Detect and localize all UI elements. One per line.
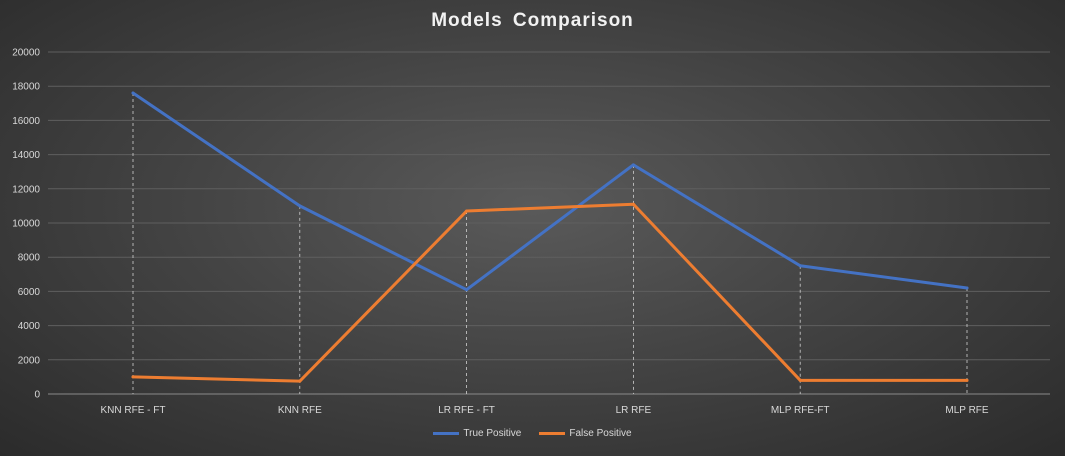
series-line-false-positive bbox=[131, 202, 969, 383]
y-tick-label: 20000 bbox=[12, 48, 40, 59]
x-tick-label: KNN RFE - FT bbox=[101, 405, 166, 416]
legend-label-true-positive: True Positive bbox=[463, 428, 522, 439]
x-axis-ticks: KNN RFE - FT KNN RFE LR RFE - FT LR RFE MLP … bbox=[101, 405, 989, 416]
series-lines bbox=[131, 91, 969, 383]
legend-item-true-positive: True Positive bbox=[433, 428, 521, 439]
y-tick-label: 8000 bbox=[18, 253, 41, 264]
y-tick-label: 14000 bbox=[12, 150, 40, 161]
y-axis-ticks: 0 2000 4000 6000 8000 10000 12000 14000 16000 180… bbox=[12, 48, 40, 401]
legend-swatch-false-positive bbox=[539, 432, 566, 435]
data-point-false-positive bbox=[298, 379, 302, 383]
y-tick-label: 18000 bbox=[12, 82, 40, 93]
x-tick-label: LR RFE - FT bbox=[438, 405, 495, 416]
chart-title: Models Comparison bbox=[431, 10, 634, 31]
drop-lines bbox=[132, 93, 968, 394]
y-tick-label: 16000 bbox=[12, 116, 40, 127]
data-point-true-positive bbox=[965, 286, 969, 290]
legend-swatch-true-positive bbox=[433, 432, 460, 435]
y-tick-label: 0 bbox=[34, 390, 40, 401]
series-line-true-positive bbox=[131, 91, 969, 292]
data-point-true-positive bbox=[465, 288, 469, 292]
gridlines bbox=[48, 51, 1050, 395]
data-point-true-positive bbox=[131, 91, 135, 95]
data-point-false-positive bbox=[131, 375, 135, 379]
data-point-false-positive bbox=[798, 378, 802, 382]
legend-label-false-positive: False Positive bbox=[569, 428, 632, 439]
legend-item-false-positive: False Positive bbox=[539, 428, 632, 439]
data-point-true-positive bbox=[798, 264, 802, 268]
x-tick-label: MLP RFE bbox=[945, 405, 988, 416]
y-tick-label: 2000 bbox=[18, 355, 41, 366]
y-tick-label: 4000 bbox=[18, 321, 41, 332]
data-point-false-positive bbox=[465, 209, 469, 213]
x-tick-label: KNN RFE bbox=[278, 405, 322, 416]
data-point-true-positive bbox=[631, 163, 635, 167]
x-tick-label: MLP RFE-FT bbox=[771, 405, 830, 416]
data-point-false-positive bbox=[965, 378, 969, 382]
y-tick-label: 10000 bbox=[12, 219, 40, 230]
y-tick-label: 6000 bbox=[18, 287, 41, 298]
data-point-false-positive bbox=[631, 202, 635, 206]
y-tick-label: 12000 bbox=[12, 184, 40, 195]
x-tick-label: LR RFE bbox=[616, 405, 652, 416]
legend: True Positive False Positive bbox=[0, 428, 1065, 439]
data-point-true-positive bbox=[298, 204, 302, 208]
